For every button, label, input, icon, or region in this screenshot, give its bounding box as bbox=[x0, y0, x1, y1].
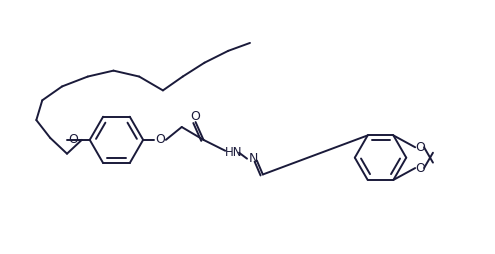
Text: O: O bbox=[155, 133, 165, 146]
Text: O: O bbox=[191, 110, 200, 123]
Text: O: O bbox=[68, 133, 78, 146]
Text: O: O bbox=[415, 162, 425, 174]
Text: O: O bbox=[415, 141, 425, 154]
Text: HN: HN bbox=[224, 146, 242, 159]
Text: N: N bbox=[248, 152, 257, 165]
